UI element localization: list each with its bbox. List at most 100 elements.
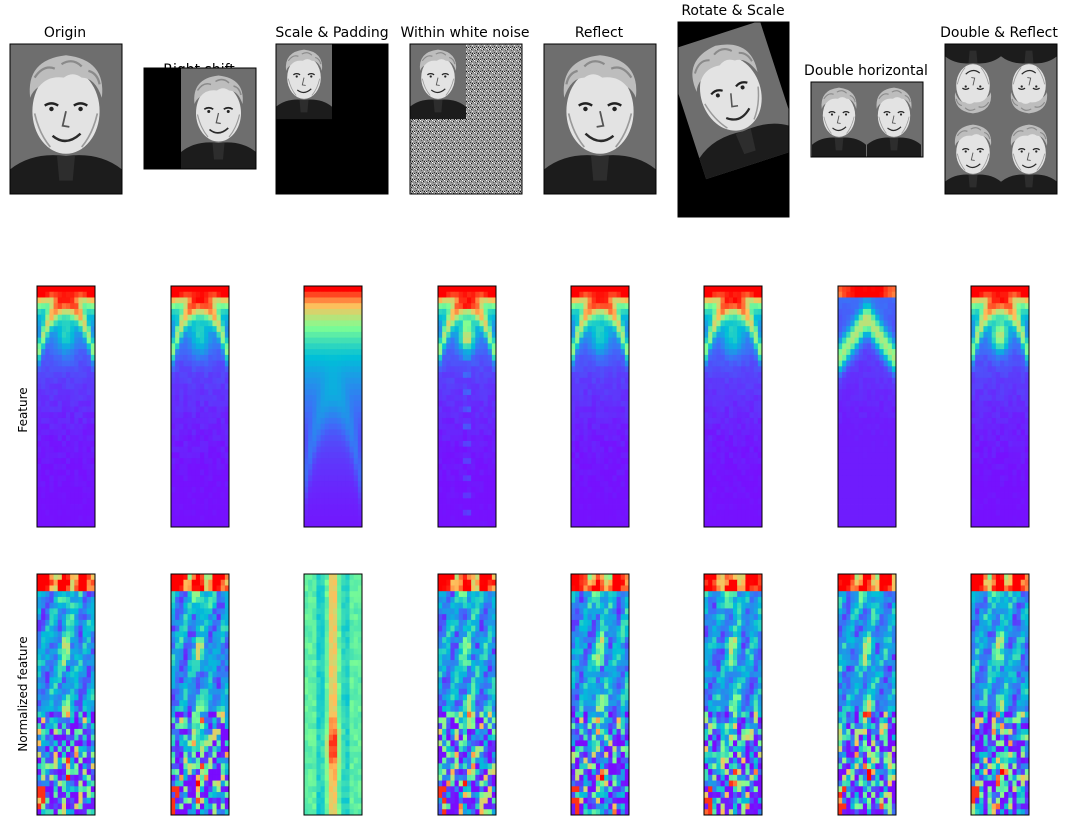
heatmap-cell [571, 521, 576, 528]
heatmap-cell [171, 429, 176, 436]
heatmap-cell [208, 286, 213, 293]
heatmap-cell [353, 429, 359, 436]
heatmap-cell [61, 654, 67, 661]
heatmap-cell [324, 452, 330, 459]
heatmap-cell [624, 331, 630, 339]
heatmap-cell [753, 412, 759, 419]
heatmap-cell [979, 435, 984, 442]
heatmap-cell [74, 660, 79, 667]
heatmap-cell [337, 360, 342, 367]
heatmap-cell [612, 504, 617, 511]
heatmap-cell [583, 486, 588, 493]
heatmap-cell [53, 608, 59, 615]
heatmap-cell [991, 498, 997, 505]
heatmap-cell [86, 469, 92, 476]
heatmap-cell [583, 412, 588, 419]
heatmap-cell [991, 452, 997, 459]
heatmap-cell [741, 377, 746, 384]
heatmap-cell [733, 509, 738, 516]
heatmap-cell [858, 446, 864, 453]
heatmap-cell [720, 383, 726, 390]
heatmap-cell [82, 654, 88, 661]
heatmap-cell [571, 383, 576, 390]
heatmap-cell [450, 498, 455, 505]
heatmap-cell [616, 303, 622, 310]
heatmap-cell [749, 320, 755, 327]
heatmap-cell [175, 366, 180, 373]
heatmap-cell [600, 331, 605, 339]
heatmap-cell [78, 631, 83, 638]
heatmap-cell [66, 521, 71, 528]
heatmap-cell [571, 343, 576, 350]
heatmap-cell [78, 625, 83, 632]
heatmap-cell [708, 440, 713, 448]
heatmap-cell [45, 423, 50, 430]
heatmap-cell [353, 354, 359, 361]
heatmap-cell [471, 423, 476, 430]
heatmap-cell [595, 469, 601, 476]
heatmap-cell [320, 383, 326, 390]
heatmap-cell [858, 406, 864, 413]
heatmap-cell [90, 619, 96, 627]
heatmap-cell [487, 297, 493, 304]
heatmap-cell [875, 469, 880, 476]
heatmap-cell [204, 423, 209, 430]
heatmap-cell [462, 303, 468, 310]
heatmap-cell [216, 504, 222, 511]
heatmap-cell [991, 486, 997, 493]
heatmap-cell [838, 417, 843, 425]
heatmap-cell [66, 602, 71, 609]
heatmap-cell [846, 469, 851, 476]
heatmap-cell [61, 343, 67, 350]
heatmap-cell [57, 354, 63, 361]
heatmap-cell [991, 366, 997, 373]
heatmap-cell [704, 326, 709, 333]
heatmap-cell [337, 372, 342, 379]
heatmap-cell [983, 475, 988, 482]
image-right-shift: Right shift [143, 62, 257, 170]
heatmap-cell [575, 366, 580, 373]
heatmap-cell [90, 509, 96, 516]
heatmap-cell [454, 475, 460, 482]
heatmap-cell [724, 354, 730, 361]
heatmap-cell [991, 417, 997, 425]
heatmap-cell [442, 492, 447, 499]
heatmap-cell [171, 509, 176, 516]
heatmap-cell [187, 509, 193, 516]
heatmap-cell [446, 515, 451, 522]
heatmap-cell [600, 417, 605, 425]
heatmap-cell [187, 515, 193, 522]
heatmap-cell [879, 521, 884, 528]
heatmap-cell [195, 291, 201, 298]
heatmap-cell [595, 486, 601, 493]
heatmap-cell [61, 291, 67, 298]
heatmap-cell [733, 440, 738, 448]
heatmap-cell [741, 406, 746, 413]
heatmap-cell [212, 498, 217, 505]
heatmap-cell [987, 286, 993, 293]
heatmap-cell [745, 406, 750, 413]
heatmap-cell [212, 331, 217, 339]
heatmap-cell [37, 360, 42, 367]
heatmap-cell [438, 343, 443, 350]
heatmap-cell [1012, 303, 1017, 310]
heatmap-cell [612, 458, 617, 465]
heatmap-cell [753, 286, 759, 293]
heatmap-cell [600, 303, 605, 310]
heatmap-cell [600, 446, 605, 453]
heatmap-cell [600, 337, 605, 344]
heatmap-cell [175, 349, 180, 356]
heatmap-cell [850, 320, 855, 327]
heatmap-cell [842, 389, 847, 396]
heatmap-cell [78, 440, 83, 448]
heatmap-cell [491, 492, 497, 499]
heatmap-cell [620, 521, 626, 528]
heatmap-cell [708, 429, 713, 436]
image-white-noise: Within white noise [400, 25, 530, 195]
heatmap-cell [587, 400, 593, 407]
heatmap-cell [458, 423, 464, 430]
heatmap-cell [66, 360, 71, 367]
heatmap-cell [579, 326, 584, 333]
heatmap-cell [704, 509, 709, 516]
heatmap-cell [57, 366, 63, 373]
